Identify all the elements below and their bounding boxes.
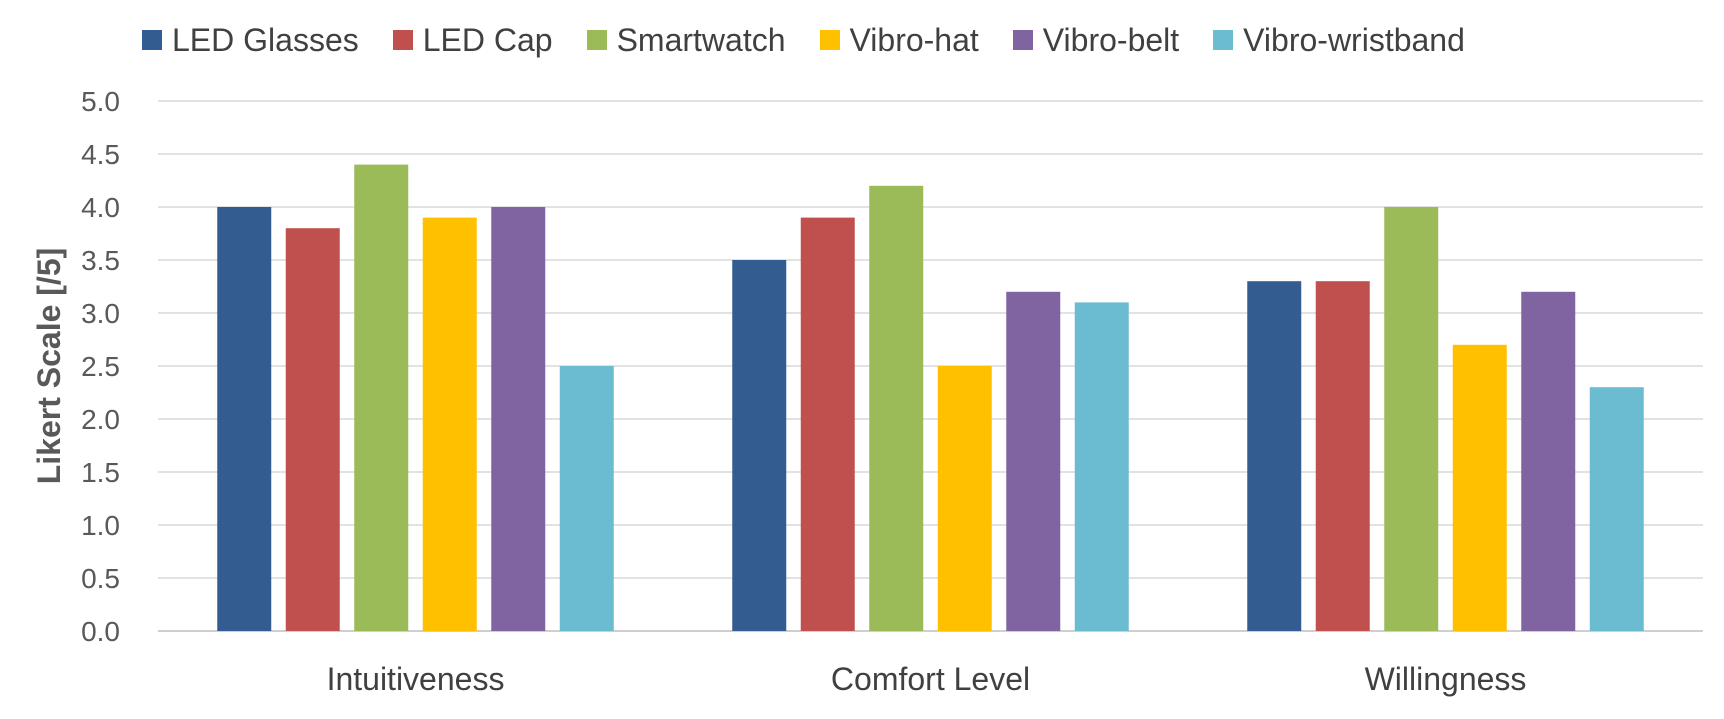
bar — [1247, 281, 1302, 631]
legend-swatch — [819, 30, 840, 50]
y-tick-label: 1.0 — [81, 510, 120, 541]
bar — [1452, 344, 1507, 631]
y-axis-title: Likert Scale [/5] — [31, 248, 67, 485]
bar — [1074, 302, 1129, 631]
legend-item: LED Glasses — [142, 22, 359, 59]
legend-swatch — [392, 30, 413, 50]
bar — [1315, 281, 1370, 631]
bar — [1589, 387, 1644, 631]
bar — [800, 217, 855, 631]
legend-label: LED Glasses — [172, 21, 359, 58]
bar — [217, 207, 272, 631]
bar — [1521, 291, 1576, 631]
bar — [937, 366, 992, 631]
bar — [1384, 207, 1439, 631]
bar — [285, 228, 340, 631]
legend-item: Vibro-wristband — [1213, 22, 1465, 59]
bar — [491, 207, 546, 631]
category-label: Willingness — [1365, 661, 1527, 697]
y-tick-label: 2.5 — [81, 351, 120, 382]
category-label: Comfort Level — [831, 661, 1030, 697]
bar — [422, 217, 477, 631]
legend-item: Smartwatch — [586, 21, 786, 59]
legend-swatch — [142, 30, 162, 50]
legend-item: LED Cap — [392, 21, 553, 59]
bar — [732, 260, 787, 631]
y-tick-label: 3.0 — [81, 298, 120, 329]
legend-swatch — [1213, 30, 1234, 50]
bar — [869, 185, 924, 632]
legend-item: Vibro-hat — [819, 21, 979, 59]
bar — [559, 366, 614, 631]
bar — [354, 164, 409, 631]
y-tick-label: 1.5 — [81, 457, 120, 488]
y-tick-label: 0.0 — [81, 616, 120, 647]
y-tick-label: 4.5 — [81, 139, 120, 170]
legend-item: Vibro-belt — [1012, 21, 1180, 59]
legend-swatch — [1012, 30, 1033, 50]
y-tick-label: 3.5 — [81, 245, 120, 276]
legend-label: Vibro-wristband — [1243, 21, 1465, 58]
y-tick-label: 4.0 — [81, 192, 120, 223]
legend-label: Vibro-hat — [849, 21, 979, 58]
y-tick-label: 5.0 — [81, 86, 120, 117]
category-label: Intuitiveness — [327, 661, 505, 697]
legend-label: LED Cap — [422, 21, 553, 58]
legend-label: Smartwatch — [616, 21, 786, 58]
legend: LED Glasses LED Cap Smartwatch Vibro-hat Vib… — [142, 18, 1465, 62]
bar — [1006, 291, 1061, 631]
legend-swatch — [586, 30, 607, 50]
y-tick-label: 2.0 — [81, 404, 120, 435]
legend-label: Vibro-belt — [1042, 21, 1180, 58]
y-tick-label: 0.5 — [81, 563, 120, 594]
